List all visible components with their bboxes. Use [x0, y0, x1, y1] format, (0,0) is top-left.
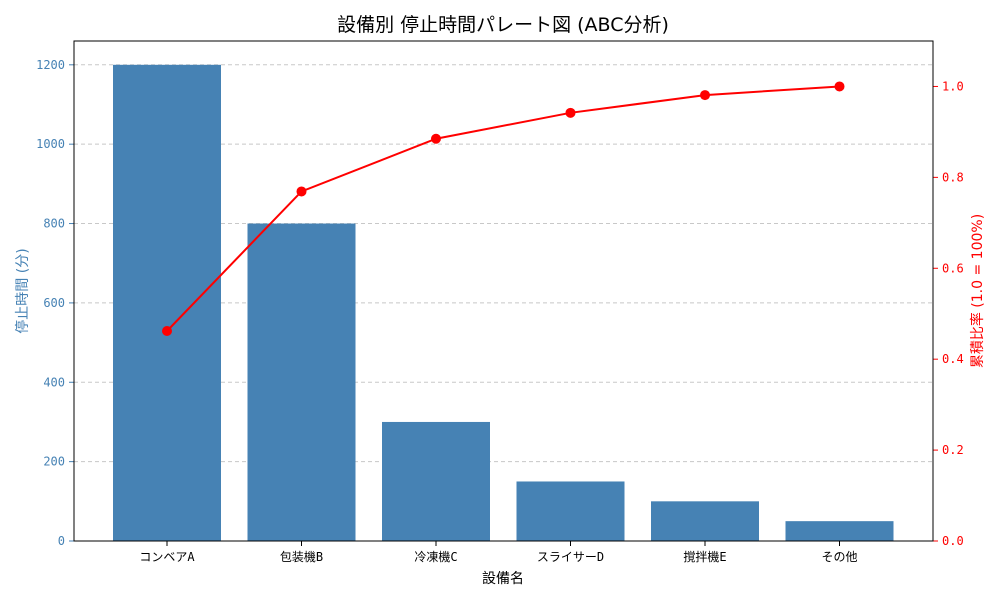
right-axis-ticks: 0.0 0.2 0.4 0.6 0.8 1.0 [933, 79, 964, 548]
left-tick-label: 800 [43, 217, 65, 231]
line-point [700, 90, 710, 101]
line-point [431, 133, 441, 144]
bar [113, 64, 221, 542]
bar [247, 223, 356, 542]
x-axis-label: 設備名 [482, 571, 524, 587]
y-axis-label-left: 停止時間 (分) [14, 248, 31, 333]
plot-frame [73, 40, 934, 542]
bar [382, 421, 490, 541]
line-point [565, 107, 576, 118]
line-point [296, 186, 307, 197]
x-tick-label: 冷凍機C [414, 549, 457, 564]
right-tick-label: 0.4 [942, 352, 964, 366]
right-tick-label: 0.8 [942, 170, 964, 184]
left-tick-label: 1000 [36, 137, 65, 151]
right-tick-label: 0.2 [942, 443, 964, 457]
right-tick-label: 1.0 [942, 79, 964, 93]
left-tick-label: 0 [58, 534, 65, 548]
cumulative-line-series [162, 81, 845, 336]
bar [516, 481, 625, 541]
line-point [162, 326, 172, 336]
right-tick-label: 0.6 [942, 261, 964, 275]
line-point [834, 81, 845, 92]
left-tick-label: 1200 [36, 58, 65, 72]
cumulative-line [166, 85, 840, 332]
left-tick-label: 400 [43, 375, 65, 389]
right-tick-label: 0.0 [942, 534, 964, 548]
bar [785, 521, 894, 541]
x-tick-label: スライサーD [537, 550, 604, 564]
x-axis-ticks: コンベアA 包装機B 冷凍機C スライサーD 撹拌機E その他 [139, 541, 858, 564]
x-tick-label: 包装機B [280, 549, 323, 564]
x-tick-label: コンベアA [139, 550, 195, 564]
x-tick-label: 撹拌機E [683, 549, 726, 564]
left-tick-label: 600 [43, 296, 65, 310]
chart-title: 設備別 停止時間パレート図 (ABC分析) [337, 14, 669, 36]
left-tick-label: 200 [43, 455, 65, 469]
left-axis-ticks: 0 200 400 600 800 1000 1200 [36, 58, 74, 548]
bar [651, 501, 759, 541]
bar-series [113, 64, 894, 542]
y-axis-label-right: 累積比率 (1.0 = 100%) [969, 214, 986, 368]
x-tick-label: その他 [821, 550, 857, 564]
